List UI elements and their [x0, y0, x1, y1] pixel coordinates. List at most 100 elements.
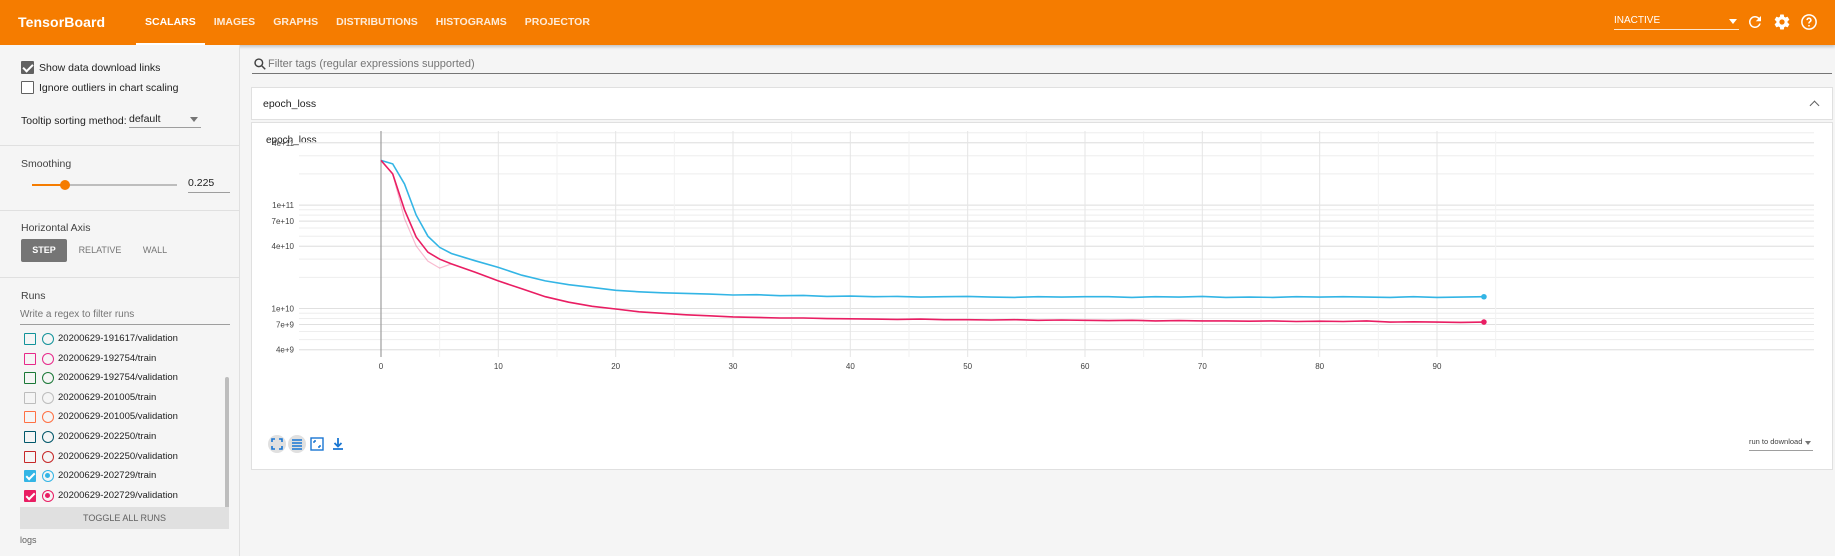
tab-images[interactable]: IMAGES: [213, 16, 256, 28]
run-checkbox[interactable]: [24, 411, 36, 424]
run-checkbox[interactable]: [24, 450, 36, 463]
run-row[interactable]: 20200629-202729/validation: [24, 487, 224, 506]
axis-wall-button[interactable]: WALL: [142, 245, 168, 255]
category-header[interactable]: epoch_loss: [251, 87, 1833, 120]
axis-step-button[interactable]: STEP: [21, 239, 67, 262]
run-color-radio[interactable]: [42, 372, 54, 385]
run-checkbox[interactable]: [24, 489, 36, 502]
run-color-radio[interactable]: [42, 352, 54, 365]
smoothing-slider[interactable]: [32, 180, 177, 190]
x-tick-label: 90: [1433, 362, 1442, 371]
run-row[interactable]: 20200629-192754/train: [24, 350, 224, 369]
show-download-links-checkbox[interactable]: [21, 61, 34, 74]
help-icon[interactable]: [1800, 13, 1818, 31]
sidebar: [0, 45, 240, 556]
run-checkbox[interactable]: [24, 352, 36, 365]
tab-distributions[interactable]: DISTRIBUTIONS: [336, 16, 418, 28]
run-name: 20200629-202729/train: [58, 470, 157, 482]
chevron-down-icon: [1805, 441, 1811, 445]
run-row[interactable]: 20200629-202250/validation: [24, 448, 224, 467]
run-color-radio[interactable]: [42, 391, 54, 404]
ignore-outliers-checkbox[interactable]: [21, 81, 34, 94]
y-tick-label: 4e+9: [276, 346, 295, 355]
run-checkbox[interactable]: [24, 333, 36, 345]
tab-projector[interactable]: PROJECTOR: [524, 16, 590, 28]
chevron-down-icon: [1729, 19, 1737, 24]
smoothing-slider-fill: [32, 184, 65, 186]
smoothing-value-input[interactable]: 0.225: [188, 177, 230, 193]
run-color-radio[interactable]: [42, 489, 54, 502]
status-select-value: INACTIVE: [1614, 15, 1661, 26]
horizontal-axis-section: Horizontal Axis: [0, 211, 240, 278]
run-name: 20200629-202729/validation: [58, 489, 178, 501]
series-raw-line: [380, 160, 1484, 324]
runs-filter-input[interactable]: Write a regex to filter runs: [20, 309, 230, 325]
run-to-download-select[interactable]: run to download: [1749, 437, 1813, 451]
y-tick-label: 1e+11: [272, 201, 294, 210]
run-row[interactable]: 20200629-201005/train: [24, 389, 224, 408]
x-tick-label: 0: [379, 362, 384, 371]
run-color-radio[interactable]: [42, 333, 54, 345]
run-color-radio[interactable]: [42, 470, 54, 483]
run-color-radio[interactable]: [42, 431, 54, 443]
chart-title: epoch_loss: [266, 135, 317, 146]
run-row[interactable]: 20200629-201005/validation: [24, 408, 224, 427]
run-row[interactable]: 20200629-192754/validation: [24, 369, 224, 388]
download-button[interactable]: [329, 435, 347, 453]
category-title: epoch_loss: [263, 98, 317, 110]
download-icon: [333, 438, 343, 450]
run-checkbox[interactable]: [24, 470, 36, 483]
run-color-radio[interactable]: [42, 411, 54, 424]
run-color-radio[interactable]: [42, 450, 54, 463]
toggle-all-runs-button[interactable]: TOGGLE ALL RUNS: [20, 507, 229, 529]
y-tick-label: 4e+10: [272, 242, 295, 251]
toggle-log-scale-button[interactable]: [288, 435, 306, 453]
series-line[interactable]: [380, 159, 1484, 299]
x-tick-label: 20: [611, 362, 620, 371]
fit-icon: [310, 437, 324, 451]
refresh-icon[interactable]: [1746, 13, 1764, 31]
run-name: 20200629-202250/train: [58, 431, 157, 442]
tab-scalars[interactable]: SCALARS: [136, 0, 205, 45]
run-checkbox[interactable]: [24, 372, 36, 385]
x-tick-label: 60: [1081, 362, 1090, 371]
x-tick-label: 10: [494, 362, 503, 371]
logdir-label: logs: [20, 535, 37, 545]
run-name: 20200629-202250/validation: [58, 450, 178, 462]
axis-relative-button[interactable]: RELATIVE: [78, 245, 122, 255]
status-select[interactable]: INACTIVE: [1614, 12, 1739, 30]
smoothing-section: Smoothing: [0, 146, 240, 211]
gear-icon[interactable]: [1773, 13, 1791, 31]
runs-label: Runs: [21, 290, 46, 302]
run-row[interactable]: 20200629-202250/train: [24, 428, 224, 447]
ignore-outliers-label: Ignore outliers in chart scaling: [39, 82, 179, 94]
x-tick-label: 30: [729, 362, 738, 371]
chevron-up-icon[interactable]: [1809, 100, 1820, 111]
run-name: 20200629-201005/train: [58, 391, 157, 403]
chart-card: epoch_loss 4e+11 1e+11 7e+10 4e+10 1e+10 7e+9…: [251, 122, 1833, 470]
y-tick-label: 4e+11: [272, 139, 294, 148]
epoch-loss-chart[interactable]: 4e+11 1e+11 7e+10 4e+10 1e+10 7e+9 4e+9 0 10 20 30…: [252, 123, 1832, 469]
nav-tabs: SCALARS IMAGES GRAPHS DISTRIBUTIONS HIST…: [136, 0, 599, 45]
y-tick-label: 1e+10: [272, 305, 295, 314]
search-icon: [254, 58, 266, 70]
y-tick-label: 7e+9: [276, 321, 295, 330]
runs-scrollbar[interactable]: [225, 377, 229, 517]
run-row[interactable]: 20200629-191617/validation: [24, 330, 224, 349]
tag-filter-input[interactable]: Filter tags (regular expressions support…: [268, 58, 475, 70]
series-line[interactable]: [380, 159, 1484, 324]
series-end-point[interactable]: [1481, 293, 1487, 300]
run-checkbox[interactable]: [24, 391, 36, 404]
tab-graphs[interactable]: GRAPHS: [273, 16, 319, 28]
series-end-point[interactable]: [1481, 319, 1487, 325]
fit-domain-button[interactable]: [268, 435, 286, 453]
horizontal-axis-label: Horizontal Axis: [21, 222, 91, 234]
tooltip-sort-select[interactable]: default: [129, 112, 201, 128]
tag-filter[interactable]: Filter tags (regular expressions support…: [252, 56, 1832, 74]
zoom-fit-button[interactable]: [308, 435, 326, 453]
tab-histograms[interactable]: HISTOGRAMS: [435, 16, 507, 28]
run-row[interactable]: 20200629-202729/train: [24, 467, 224, 486]
smoothing-slider-knob[interactable]: [60, 180, 70, 190]
run-checkbox[interactable]: [24, 431, 36, 443]
show-download-links-label: Show data download links: [39, 62, 161, 74]
